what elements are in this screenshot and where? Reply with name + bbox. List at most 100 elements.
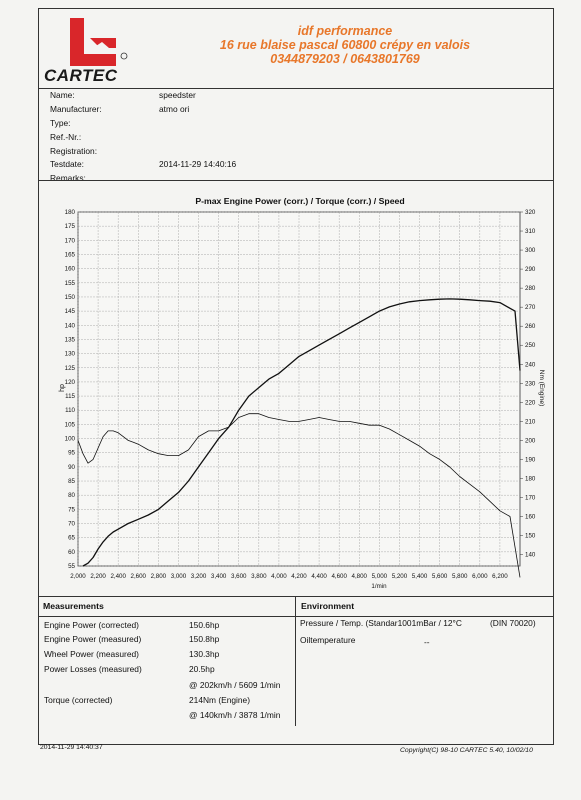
measurements-panel: Measurements Engine Power (corrected) 15…: [38, 596, 296, 726]
measurement-value: @ 202km/h / 5609 1/min: [189, 680, 281, 690]
info-row: Name: speedster: [38, 89, 554, 103]
y-left-tick-label: 175: [65, 223, 76, 230]
x-tick-label: 3,400: [211, 573, 227, 580]
y-left-tick-label: 100: [65, 436, 76, 443]
x-tick-label: 5,600: [432, 573, 448, 580]
footer-copyright: Copyright(C) 98-10 CARTEC 5.40, 10/02/10: [400, 747, 533, 754]
company-header: idf performance 16 rue blaise pascal 608…: [150, 24, 540, 66]
x-tick-label: 2,400: [110, 573, 126, 580]
info-label: Ref.-Nr.:: [50, 131, 82, 142]
y-left-tick-label: 95: [68, 450, 75, 457]
x-tick-label: 4,600: [331, 573, 347, 580]
vehicle-info-table: Name: speedster Manufacturer: atmo ori Typ…: [38, 88, 554, 186]
y-left-tick-label: 160: [65, 266, 76, 273]
y-left-tick-label: 90: [68, 464, 75, 471]
y-right-tick-label: 280: [525, 285, 536, 292]
info-row: Manufacturer: atmo ori: [38, 103, 554, 117]
measurement-label: Engine Power (corrected): [44, 620, 139, 630]
y-left-tick-label: 150: [65, 294, 76, 301]
x-axis-label: 1/min: [371, 583, 387, 590]
x-tick-label: 3,000: [171, 573, 187, 580]
measurement-value: 20.5hp: [189, 664, 215, 674]
company-address: 16 rue blaise pascal 60800 crépy en valo…: [219, 38, 471, 52]
y-right-tick-label: 190: [525, 456, 536, 463]
measurement-label: Engine Power (measured): [44, 634, 142, 644]
x-tick-label: 5,800: [452, 573, 468, 580]
y-left-tick-label: 105: [65, 421, 76, 428]
x-tick-label: 3,800: [251, 573, 267, 580]
y-left-tick-label: 145: [65, 308, 76, 315]
x-tick-label: 2,200: [90, 573, 106, 580]
x-tick-label: 4,400: [311, 573, 327, 580]
info-label: Remarks:: [50, 173, 86, 184]
x-tick-label: 2,000: [70, 573, 86, 580]
y-left-tick-label: 155: [65, 280, 76, 287]
environment-value: --: [424, 637, 430, 647]
y-left-tick-label: 130: [65, 351, 76, 358]
y-left-tick-label: 65: [68, 535, 75, 542]
info-label: Registration:: [50, 145, 98, 156]
measurement-value: 150.6hp: [189, 620, 220, 630]
y-left-tick-label: 135: [65, 336, 76, 343]
measurement-value: 130.3hp: [189, 649, 220, 659]
y-right-tick-label: 290: [525, 266, 536, 273]
environment-label: Oiltemperature: [300, 635, 356, 645]
y-left-tick-label: 80: [68, 492, 75, 499]
y-right-tick-label: 240: [525, 361, 536, 368]
environment-panel: Environment Pressure / Temp. (Standar100…: [296, 596, 554, 726]
measurement-label: Torque (corrected): [44, 695, 113, 705]
y-left-tick-label: 180: [65, 209, 76, 216]
chart-title: P-max Engine Power (corr.) / Torque (cor…: [195, 196, 405, 206]
x-tick-label: 5,400: [412, 573, 428, 580]
info-value: atmo ori: [159, 103, 190, 114]
x-tick-label: 6,000: [472, 573, 488, 580]
divider: [38, 180, 554, 181]
info-row: Registration:: [38, 145, 554, 159]
y-right-tick-label: 320: [525, 209, 536, 216]
y-right-tick-label: 140: [525, 552, 536, 559]
y-left-tick-label: 110: [65, 407, 75, 414]
measurement-value: 150.8hp: [189, 634, 220, 644]
y-left-tick-label: 120: [65, 379, 76, 386]
y-left-tick-label: 55: [68, 563, 75, 570]
x-tick-label: 6,200: [492, 573, 508, 580]
y-right-tick-label: 200: [525, 437, 536, 444]
divider: [38, 616, 295, 617]
y-left-tick-label: 85: [68, 478, 75, 485]
x-tick-label: 5,200: [392, 573, 408, 580]
environment-label: Pressure / Temp. (Standar1001mBar / 12°C: [300, 618, 462, 628]
cartec-logo-icon: [70, 18, 128, 66]
y-right-tick-label: 150: [525, 533, 536, 540]
y-right-tick-label: 260: [525, 323, 536, 330]
y-left-tick-label: 140: [65, 322, 76, 329]
y-right-tick-label: 180: [525, 475, 536, 482]
info-label: Testdate:: [50, 159, 84, 170]
power-curve: [82, 298, 521, 567]
y-right-tick-label: 310: [525, 228, 536, 235]
x-tick-label: 3,200: [191, 573, 207, 580]
y-right-tick-label: 220: [525, 399, 536, 406]
x-tick-label: 4,000: [271, 573, 287, 580]
info-value: 2014-11-29 14:40:16: [159, 159, 237, 170]
divider: [296, 616, 554, 617]
info-row: Testdate: 2014-11-29 14:40:16: [38, 158, 554, 172]
environment-title: Environment: [301, 601, 355, 611]
y-left-tick-label: 60: [68, 549, 75, 556]
logo-text: CARTEC: [44, 66, 118, 85]
info-row: Remarks:: [38, 172, 554, 186]
measurement-label: Wheel Power (measured): [44, 649, 139, 659]
x-tick-label: 4,800: [352, 573, 368, 580]
y-right-tick-label: 270: [525, 304, 536, 311]
y-right-tick-label: 250: [525, 342, 536, 349]
y-right-tick-label: 170: [525, 494, 536, 501]
measurement-value: 214Nm (Engine): [189, 695, 250, 705]
y-left-tick-label: 170: [65, 237, 76, 244]
company-name: idf performance: [297, 24, 393, 38]
y-left-tick-label: 115: [65, 393, 75, 400]
x-tick-label: 2,800: [151, 573, 167, 580]
environment-value: (DIN 70020): [490, 618, 536, 628]
info-label: Type:: [50, 117, 71, 128]
y-left-axis-label: hp: [59, 384, 66, 392]
y-left-tick-label: 75: [68, 506, 75, 513]
